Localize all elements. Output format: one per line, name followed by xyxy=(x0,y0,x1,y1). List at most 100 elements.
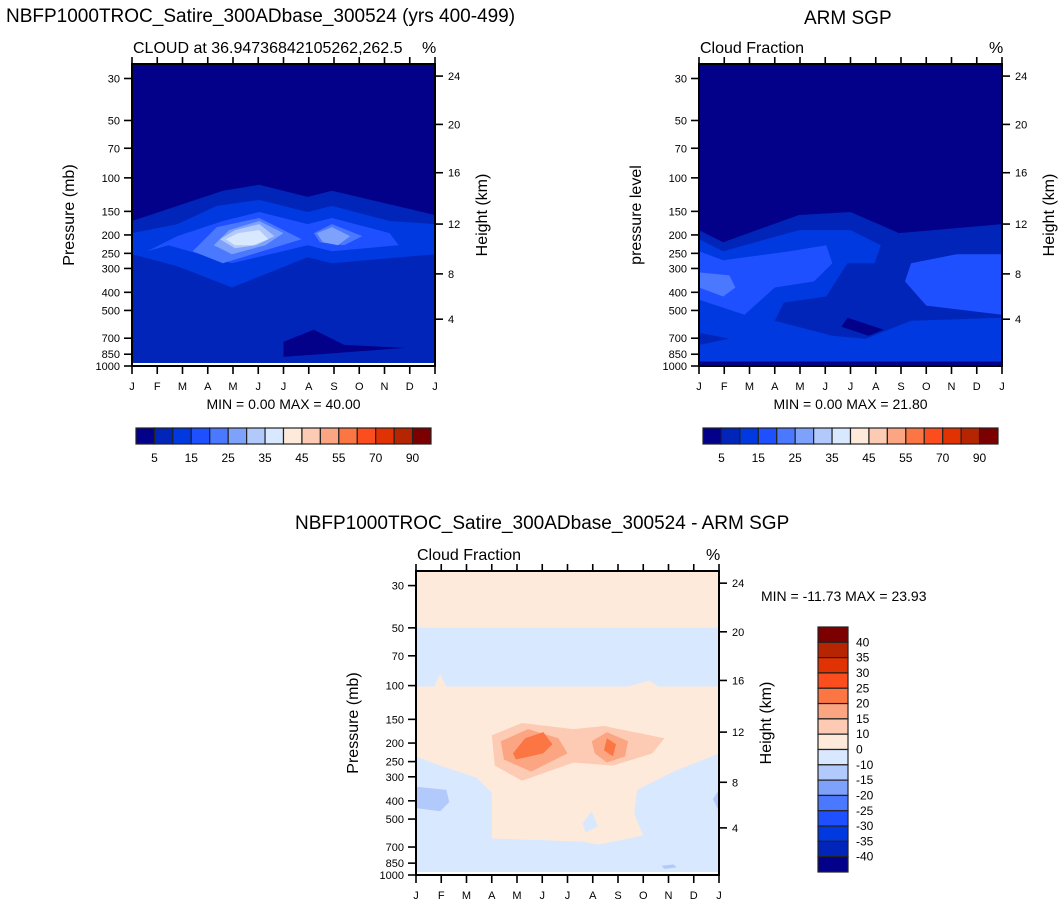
colorbar-swatch xyxy=(190,427,211,445)
x-tick-label: J xyxy=(716,890,722,902)
y-right-tick-label: 4 xyxy=(1015,314,1021,326)
colorbar-label: 15 xyxy=(752,451,766,465)
colorbar-swatch xyxy=(794,427,815,445)
obs-contour-15 xyxy=(699,245,833,315)
colorbar-swatch xyxy=(319,427,340,445)
y-right-tick-label: 8 xyxy=(448,269,454,281)
obs-surface-band xyxy=(699,361,1002,366)
x-tick-label: D xyxy=(690,890,698,902)
x-tick-label: O xyxy=(639,890,648,902)
y-tick-label: 150 xyxy=(102,206,120,218)
x-tick-label: D xyxy=(973,381,981,393)
model-surface-gap xyxy=(132,362,435,366)
y-right-tick-label: 12 xyxy=(1015,219,1027,231)
colorbar-swatch xyxy=(817,641,849,659)
y-tick-label: 50 xyxy=(392,623,404,635)
y-tick-label: 150 xyxy=(386,714,404,726)
x-tick-label: A xyxy=(771,381,779,393)
x-tick-label: J xyxy=(823,381,829,393)
colorbar-swatch xyxy=(757,427,778,445)
colorbar-swatch xyxy=(817,840,849,858)
colorbar-swatch xyxy=(813,427,833,445)
colorbar-swatch xyxy=(886,427,907,445)
obs-colorbar xyxy=(702,427,999,445)
y-tick-label: 700 xyxy=(669,333,687,345)
y-tick-label: 500 xyxy=(386,814,404,826)
y-tick-label: 500 xyxy=(102,305,120,317)
x-tick-label: J xyxy=(696,381,702,393)
obs-axes xyxy=(691,57,1010,374)
y-tick-label: 300 xyxy=(102,263,120,275)
colorbar-swatch xyxy=(209,427,229,445)
y-right-tick-label: 16 xyxy=(1015,168,1027,180)
diff-contour-20 xyxy=(513,732,553,760)
colorbar-swatch xyxy=(264,427,285,445)
model-plot-title: NBFP1000TROC_Satire_300ADbase_300524 (yr… xyxy=(6,6,516,27)
colorbar-label: 15 xyxy=(185,451,199,465)
colorbar-swatch xyxy=(817,626,849,643)
x-tick-label: J xyxy=(281,381,287,393)
diff-contour-neg-pocket xyxy=(582,811,598,833)
x-tick-label: O xyxy=(355,381,364,393)
y-tick-label: 70 xyxy=(392,651,404,663)
colorbar-swatch xyxy=(817,748,849,766)
colorbar-swatch xyxy=(817,810,849,827)
colorbar-swatch xyxy=(817,733,849,751)
colorbar-label: 25 xyxy=(856,681,870,695)
colorbar-swatch xyxy=(172,427,192,445)
y-right-tick-label: 12 xyxy=(732,727,744,739)
y-tick-label: 200 xyxy=(669,230,687,242)
y-right-tick-label: 4 xyxy=(448,314,454,326)
colorbar-label: 10 xyxy=(856,727,870,741)
y-tick-label: 100 xyxy=(386,681,404,693)
y-tick-label: 850 xyxy=(102,349,120,361)
y-tick-label: 1000 xyxy=(663,361,687,373)
y-right-tick-label: 24 xyxy=(1015,71,1027,83)
y-tick-label: 50 xyxy=(675,115,687,127)
y-right-tick-label: 20 xyxy=(732,627,744,639)
y-tick-label: 300 xyxy=(669,263,687,275)
diff-contour-neg15b xyxy=(712,789,719,812)
y-tick-label: 30 xyxy=(108,73,120,85)
colorbar-label: 0 xyxy=(856,743,863,757)
colorbar-label: 45 xyxy=(295,451,309,465)
y-tick-label: 100 xyxy=(102,173,120,185)
colorbar-label: 70 xyxy=(369,451,383,465)
diff-plot-title: NBFP1000TROC_Satire_300ADbase_300524 - A… xyxy=(295,513,790,534)
model-subtitle: CLOUD at 36.94736842105262,262.5 xyxy=(133,40,403,57)
x-tick-label: J xyxy=(256,381,262,393)
diff-min-max: MIN = -11.73 MAX = 23.93 xyxy=(761,588,927,604)
colorbar-swatch xyxy=(338,427,358,445)
colorbar-swatch xyxy=(817,825,849,842)
model-axes xyxy=(124,57,443,374)
y-tick-label: 70 xyxy=(108,143,120,155)
colorbar-swatch xyxy=(702,427,723,445)
colorbar-swatch xyxy=(720,427,741,445)
obs-subtitle: Cloud Fraction xyxy=(700,40,804,57)
colorbar-label: 20 xyxy=(856,697,870,711)
model-min-max: MIN = 0.00 MAX = 40.00 xyxy=(206,396,360,412)
colorbar-label: 5 xyxy=(151,451,158,465)
y-tick-label: 250 xyxy=(102,248,120,260)
colorbar-swatch xyxy=(776,427,796,445)
diff-subtitle: Cloud Fraction xyxy=(417,547,521,564)
y-tick-label: 200 xyxy=(102,230,120,242)
diff-units: % xyxy=(706,547,720,564)
model-ylabel: Pressure (mb) xyxy=(61,164,78,265)
x-tick-label: A xyxy=(589,890,597,902)
colorbar-swatch xyxy=(831,427,852,445)
y-tick-label: 1000 xyxy=(96,361,120,373)
y-tick-label: 30 xyxy=(675,73,687,85)
x-tick-label: A xyxy=(305,381,313,393)
x-tick-label: J xyxy=(848,381,854,393)
colorbar-label: 5 xyxy=(718,451,725,465)
x-tick-label: S xyxy=(330,381,337,393)
colorbar-swatch xyxy=(301,427,321,445)
diff-contour-neg-upper xyxy=(416,627,719,687)
x-tick-label: S xyxy=(897,381,904,393)
x-tick-label: M xyxy=(462,890,471,902)
model-contour-lowcloud xyxy=(283,329,405,357)
y-right-tick-label: 4 xyxy=(732,823,738,835)
y-tick-label: 150 xyxy=(669,206,687,218)
y-right-tick-label: 16 xyxy=(732,675,744,687)
